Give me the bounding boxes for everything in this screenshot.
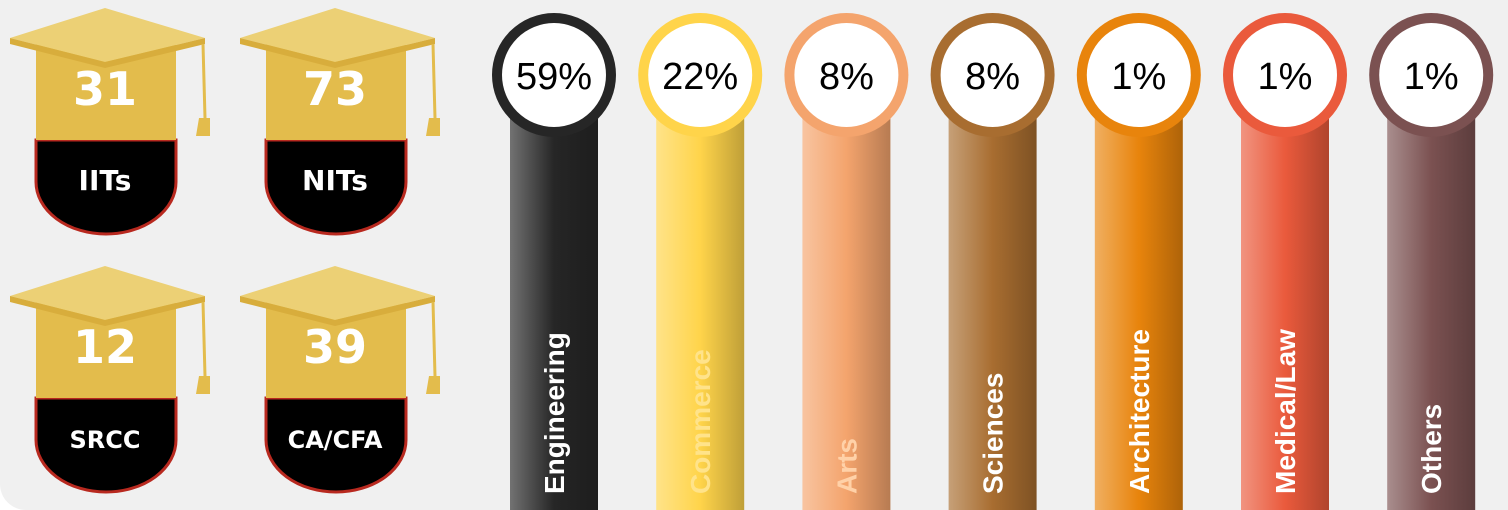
graduation-cap-icon bbox=[10, 8, 210, 236]
bar-ring-inner bbox=[502, 23, 606, 127]
value-label: 1% bbox=[1258, 56, 1313, 98]
cap-number: 31 bbox=[72, 62, 137, 116]
value-label: 8% bbox=[819, 56, 874, 98]
bar-ring-inner bbox=[940, 23, 1045, 127]
cap-label: CA/CFA bbox=[287, 426, 383, 454]
cap-ca-cfa: 39 CA/CFA bbox=[230, 258, 440, 498]
bar-others bbox=[1387, 70, 1476, 510]
cap-number: 73 bbox=[302, 62, 367, 116]
bar-ring-inner bbox=[794, 23, 899, 127]
category-label: Medical/Law bbox=[1270, 329, 1301, 494]
value-label: 22% bbox=[662, 56, 738, 98]
category-label: Others bbox=[1416, 404, 1447, 494]
bar-medical-law bbox=[1241, 70, 1329, 510]
bar-sciences bbox=[948, 70, 1037, 510]
graduation-cap-icon bbox=[240, 266, 440, 494]
category-label: Commerce bbox=[685, 349, 716, 494]
bar-ring-inner bbox=[1233, 23, 1337, 127]
bar-commerce bbox=[656, 70, 745, 510]
bar-ring-inner bbox=[1379, 23, 1484, 127]
cap-label: IITs bbox=[78, 164, 132, 197]
category-label: Arts bbox=[831, 438, 862, 494]
bar-ring-inner bbox=[1086, 23, 1191, 127]
bar-engineering bbox=[510, 70, 598, 510]
bar-arts bbox=[802, 70, 891, 510]
cap-label: SRCC bbox=[69, 426, 141, 454]
cap-number: 39 bbox=[302, 320, 367, 374]
cap-iits: 31 IITs bbox=[0, 0, 210, 240]
category-label: Engineering bbox=[539, 332, 570, 494]
value-label: 8% bbox=[965, 56, 1020, 98]
bar-architecture bbox=[1094, 70, 1183, 510]
value-label: 1% bbox=[1111, 56, 1166, 98]
graduation-cap-icon bbox=[10, 266, 210, 494]
value-label: 59% bbox=[516, 56, 592, 98]
value-label: 1% bbox=[1404, 56, 1459, 98]
cap-nits: 73 NITs bbox=[230, 0, 440, 240]
category-label: Sciences bbox=[978, 373, 1009, 494]
graduation-cap-icon bbox=[240, 8, 440, 236]
cap-number: 12 bbox=[72, 320, 137, 374]
cap-label: NITs bbox=[302, 164, 368, 197]
category-label: Architecture bbox=[1124, 329, 1155, 494]
bar-ring-inner bbox=[648, 23, 753, 127]
cap-srcc: 12 SRCC bbox=[0, 258, 210, 498]
